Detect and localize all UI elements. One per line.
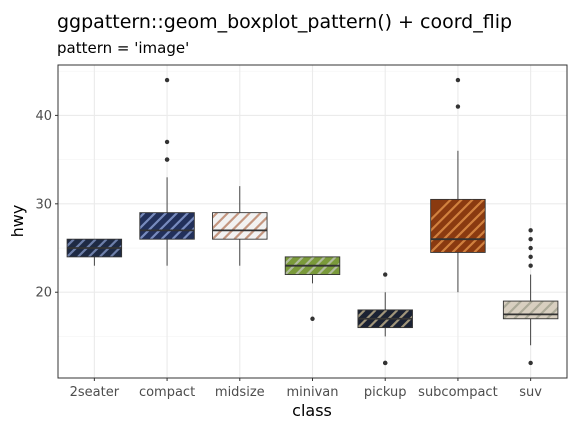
y-tick-label: 30 bbox=[35, 197, 52, 212]
pattern-stroke bbox=[430, 199, 452, 222]
x-tick-label: subcompact bbox=[418, 385, 498, 400]
pattern-stroke bbox=[67, 239, 75, 248]
outlier-point bbox=[310, 316, 315, 321]
pattern-stroke bbox=[149, 212, 179, 240]
box-midsize bbox=[212, 186, 268, 266]
pattern-stroke bbox=[513, 301, 533, 319]
y-axis-label: hwy bbox=[8, 205, 27, 238]
pattern-stroke bbox=[546, 306, 558, 319]
box-border bbox=[139, 212, 195, 240]
box-pickup bbox=[357, 272, 413, 366]
pattern-stroke bbox=[212, 212, 229, 230]
outlier-point bbox=[528, 245, 533, 251]
pattern-stroke bbox=[139, 212, 168, 240]
x-tick-label: suv bbox=[519, 385, 542, 400]
pattern-stroke bbox=[535, 301, 555, 319]
outlier-point bbox=[528, 254, 533, 260]
pattern-stroke bbox=[255, 226, 268, 240]
outlier-point bbox=[455, 77, 461, 83]
boxes-layer bbox=[34, 77, 576, 366]
box-minivan bbox=[284, 256, 341, 321]
x-axis-label: class bbox=[292, 401, 332, 420]
box-pattern bbox=[430, 199, 486, 253]
outlier-point bbox=[164, 157, 170, 162]
box-pattern bbox=[503, 301, 576, 319]
pattern-stroke bbox=[244, 215, 268, 240]
box-border bbox=[430, 198, 486, 253]
pattern-stroke bbox=[430, 199, 463, 233]
outlier-point bbox=[528, 228, 533, 233]
y-tick-label: 40 bbox=[35, 109, 52, 124]
pattern-stroke bbox=[233, 212, 262, 240]
pattern-stroke bbox=[430, 199, 474, 244]
chart-title: ggpattern::geom_boxplot_pattern() + coor… bbox=[57, 11, 512, 33]
outlier-point bbox=[455, 104, 461, 109]
pattern-stroke bbox=[569, 301, 576, 319]
box-border bbox=[502, 300, 559, 320]
box-subcompact bbox=[430, 77, 486, 293]
pattern-stroke bbox=[503, 301, 522, 319]
pattern-stroke bbox=[212, 212, 240, 240]
outlier-point bbox=[528, 360, 533, 366]
outlier-point bbox=[164, 139, 170, 145]
pattern-stroke bbox=[139, 212, 157, 230]
outlier-point bbox=[164, 77, 170, 83]
box-2seater bbox=[34, 238, 123, 266]
outlier-point bbox=[528, 263, 533, 268]
outlier-point bbox=[383, 360, 388, 366]
x-tick-label: midsize bbox=[215, 385, 265, 400]
x-tick-label: compact bbox=[139, 385, 195, 400]
pattern-stroke bbox=[503, 301, 511, 310]
pattern-stroke bbox=[451, 218, 486, 253]
box-border bbox=[212, 212, 268, 240]
box-suv bbox=[502, 228, 576, 366]
pattern-stroke bbox=[462, 229, 486, 253]
box-pattern bbox=[212, 212, 268, 240]
panel-border bbox=[57, 64, 568, 379]
pattern-stroke bbox=[440, 207, 486, 253]
pattern-stroke bbox=[160, 212, 189, 240]
pattern-stroke bbox=[34, 239, 52, 257]
pattern-stroke bbox=[171, 215, 195, 240]
pattern-stroke bbox=[524, 301, 544, 319]
pattern-stroke bbox=[182, 226, 195, 240]
tick-labels: 20 30 40 2seater compact midsize minivan pickup… bbox=[35, 109, 542, 400]
pattern-stroke bbox=[222, 212, 251, 240]
pattern-stroke bbox=[430, 199, 485, 253]
pattern-stroke bbox=[285, 256, 293, 266]
x-tick-label: pickup bbox=[364, 385, 407, 400]
y-tick-label: 20 bbox=[35, 286, 52, 301]
box-compact bbox=[139, 77, 195, 266]
outlier-point bbox=[383, 272, 388, 277]
pattern-stroke bbox=[473, 239, 486, 253]
pattern-stroke bbox=[357, 309, 366, 319]
x-tick-label: 2seater bbox=[70, 385, 120, 400]
chart-subtitle: pattern = 'image' bbox=[57, 39, 189, 57]
outlier-point bbox=[528, 236, 533, 242]
x-tick-label: minivan bbox=[286, 385, 338, 400]
